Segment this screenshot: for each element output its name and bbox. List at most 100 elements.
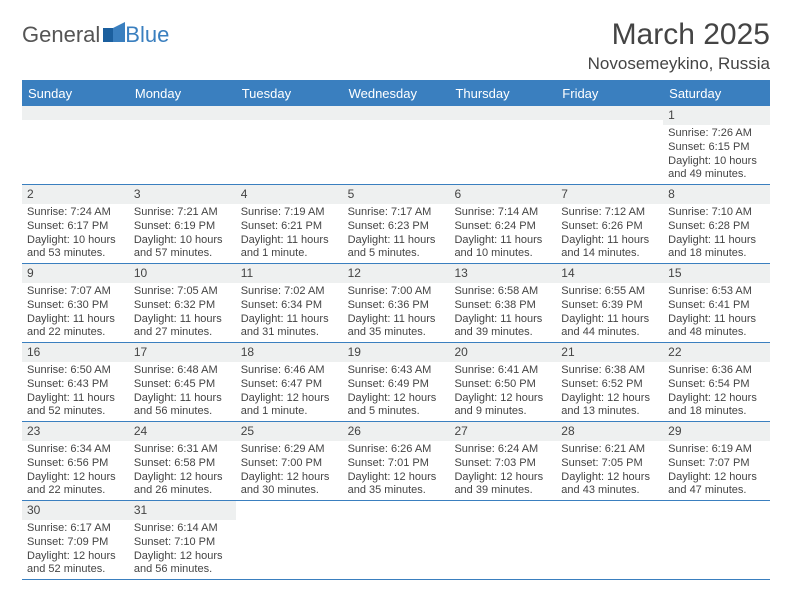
- sunset-text: Sunset: 6:54 PM: [668, 378, 765, 392]
- sunrise-text: Sunrise: 7:26 AM: [668, 127, 765, 141]
- calendar-cell: [236, 106, 343, 184]
- calendar-cell: 8Sunrise: 7:10 AMSunset: 6:28 PMDaylight…: [663, 185, 770, 263]
- sunrise-text: Sunrise: 6:17 AM: [27, 522, 124, 536]
- daylight-text: Daylight: 11 hours and 44 minutes.: [561, 313, 658, 341]
- day-number: 10: [134, 266, 231, 281]
- sunset-text: Sunset: 6:41 PM: [668, 299, 765, 313]
- calendar-cell: 14Sunrise: 6:55 AMSunset: 6:39 PMDayligh…: [556, 264, 663, 342]
- calendar-cell: 7Sunrise: 7:12 AMSunset: 6:26 PMDaylight…: [556, 185, 663, 263]
- logo: General Blue: [22, 22, 169, 48]
- day-header-row: Sunday Monday Tuesday Wednesday Thursday…: [22, 82, 770, 105]
- sunrise-text: Sunrise: 6:14 AM: [134, 522, 231, 536]
- sunrise-text: Sunrise: 6:36 AM: [668, 364, 765, 378]
- day-number: 25: [241, 424, 338, 439]
- sunrise-text: Sunrise: 7:10 AM: [668, 206, 765, 220]
- sunset-text: Sunset: 6:36 PM: [348, 299, 445, 313]
- day-number: 27: [454, 424, 551, 439]
- sunrise-text: Sunrise: 7:05 AM: [134, 285, 231, 299]
- sunset-text: Sunset: 7:10 PM: [134, 536, 231, 550]
- calendar-cell: 15Sunrise: 6:53 AMSunset: 6:41 PMDayligh…: [663, 264, 770, 342]
- sunset-text: Sunset: 7:05 PM: [561, 457, 658, 471]
- calendar-cell: 29Sunrise: 6:19 AMSunset: 7:07 PMDayligh…: [663, 422, 770, 500]
- sunrise-text: Sunrise: 6:38 AM: [561, 364, 658, 378]
- calendar-cell: [556, 501, 663, 579]
- day-number: 15: [668, 266, 765, 281]
- sunrise-text: Sunrise: 7:17 AM: [348, 206, 445, 220]
- calendar-cell: [22, 106, 129, 184]
- calendar-cell: 4Sunrise: 7:19 AMSunset: 6:21 PMDaylight…: [236, 185, 343, 263]
- day-number: 24: [134, 424, 231, 439]
- day-number: 28: [561, 424, 658, 439]
- sunrise-text: Sunrise: 6:55 AM: [561, 285, 658, 299]
- daylight-text: Daylight: 12 hours and 26 minutes.: [134, 471, 231, 499]
- day-number: 5: [348, 187, 445, 202]
- sunset-text: Sunset: 6:49 PM: [348, 378, 445, 392]
- sunset-text: Sunset: 6:38 PM: [454, 299, 551, 313]
- sunset-text: Sunset: 6:15 PM: [668, 141, 765, 155]
- calendar-cell: 12Sunrise: 7:00 AMSunset: 6:36 PMDayligh…: [343, 264, 450, 342]
- sunset-text: Sunset: 6:32 PM: [134, 299, 231, 313]
- sunset-text: Sunset: 6:28 PM: [668, 220, 765, 234]
- daylight-text: Daylight: 12 hours and 13 minutes.: [561, 392, 658, 420]
- sunrise-text: Sunrise: 6:19 AM: [668, 443, 765, 457]
- calendar-cell: 24Sunrise: 6:31 AMSunset: 6:58 PMDayligh…: [129, 422, 236, 500]
- sunrise-text: Sunrise: 7:14 AM: [454, 206, 551, 220]
- daylight-text: Daylight: 11 hours and 52 minutes.: [27, 392, 124, 420]
- daylight-text: Daylight: 12 hours and 56 minutes.: [134, 550, 231, 578]
- day-header: Wednesday: [343, 82, 450, 105]
- daylight-text: Daylight: 12 hours and 18 minutes.: [668, 392, 765, 420]
- calendar-cell: [343, 106, 450, 184]
- calendar-cell: 11Sunrise: 7:02 AMSunset: 6:34 PMDayligh…: [236, 264, 343, 342]
- logo-text-1: General: [22, 22, 100, 48]
- daylight-text: Daylight: 12 hours and 43 minutes.: [561, 471, 658, 499]
- day-number: 17: [134, 345, 231, 360]
- daylight-text: Daylight: 12 hours and 22 minutes.: [27, 471, 124, 499]
- daylight-text: Daylight: 12 hours and 52 minutes.: [27, 550, 124, 578]
- day-number: 22: [668, 345, 765, 360]
- day-number: 30: [27, 503, 124, 518]
- calendar-cell: 30Sunrise: 6:17 AMSunset: 7:09 PMDayligh…: [22, 501, 129, 579]
- calendar-cell: 1Sunrise: 7:26 AMSunset: 6:15 PMDaylight…: [663, 106, 770, 184]
- calendar-cell: [343, 501, 450, 579]
- sunrise-text: Sunrise: 6:50 AM: [27, 364, 124, 378]
- calendar-week: 1Sunrise: 7:26 AMSunset: 6:15 PMDaylight…: [22, 105, 770, 184]
- calendar-week: 16Sunrise: 6:50 AMSunset: 6:43 PMDayligh…: [22, 342, 770, 421]
- daylight-text: Daylight: 12 hours and 9 minutes.: [454, 392, 551, 420]
- title-block: March 2025 Novosemeykino, Russia: [588, 18, 770, 74]
- sunset-text: Sunset: 6:21 PM: [241, 220, 338, 234]
- header: General Blue March 2025 Novosemeykino, R…: [22, 18, 770, 74]
- daylight-text: Daylight: 11 hours and 48 minutes.: [668, 313, 765, 341]
- calendar-cell: 19Sunrise: 6:43 AMSunset: 6:49 PMDayligh…: [343, 343, 450, 421]
- calendar-cell: 10Sunrise: 7:05 AMSunset: 6:32 PMDayligh…: [129, 264, 236, 342]
- sunrise-text: Sunrise: 6:34 AM: [27, 443, 124, 457]
- calendar-cell: 9Sunrise: 7:07 AMSunset: 6:30 PMDaylight…: [22, 264, 129, 342]
- day-header: Saturday: [663, 82, 770, 105]
- sunset-text: Sunset: 6:19 PM: [134, 220, 231, 234]
- daylight-text: Daylight: 11 hours and 39 minutes.: [454, 313, 551, 341]
- calendar-cell: [236, 501, 343, 579]
- day-number: 19: [348, 345, 445, 360]
- calendar-cell: 21Sunrise: 6:38 AMSunset: 6:52 PMDayligh…: [556, 343, 663, 421]
- daylight-text: Daylight: 12 hours and 39 minutes.: [454, 471, 551, 499]
- sunrise-text: Sunrise: 6:41 AM: [454, 364, 551, 378]
- day-number: 21: [561, 345, 658, 360]
- day-number: 29: [668, 424, 765, 439]
- sunset-text: Sunset: 6:30 PM: [27, 299, 124, 313]
- calendar-cell: 17Sunrise: 6:48 AMSunset: 6:45 PMDayligh…: [129, 343, 236, 421]
- calendar-week: 9Sunrise: 7:07 AMSunset: 6:30 PMDaylight…: [22, 263, 770, 342]
- sunrise-text: Sunrise: 6:24 AM: [454, 443, 551, 457]
- sunrise-text: Sunrise: 7:24 AM: [27, 206, 124, 220]
- daylight-text: Daylight: 10 hours and 57 minutes.: [134, 234, 231, 262]
- daylight-text: Daylight: 12 hours and 30 minutes.: [241, 471, 338, 499]
- sunset-text: Sunset: 6:45 PM: [134, 378, 231, 392]
- daylight-text: Daylight: 11 hours and 35 minutes.: [348, 313, 445, 341]
- day-number: 23: [27, 424, 124, 439]
- daylight-text: Daylight: 11 hours and 31 minutes.: [241, 313, 338, 341]
- day-number: 7: [561, 187, 658, 202]
- daylight-text: Daylight: 11 hours and 1 minute.: [241, 234, 338, 262]
- calendar-cell: [449, 501, 556, 579]
- calendar-cell: [449, 106, 556, 184]
- day-number: 8: [668, 187, 765, 202]
- calendar-cell: 22 Sunrise: 6:36 AMSunset: 6:54 PMDayligh…: [663, 343, 770, 421]
- logo-mark-icon: [103, 22, 125, 48]
